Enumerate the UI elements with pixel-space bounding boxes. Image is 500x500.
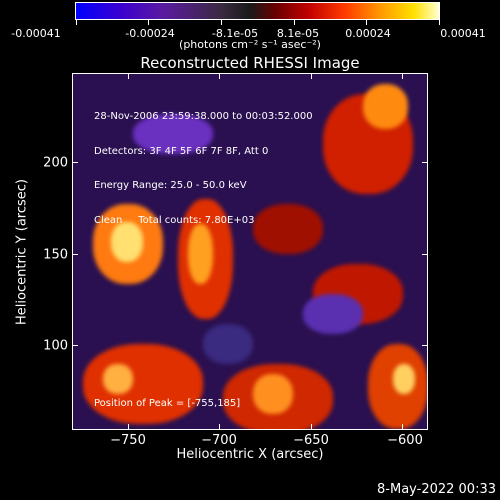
x-axis-title: Heliocentric X (arcsec) [176,447,324,462]
emission-region [363,84,408,129]
x-tick-label: −600 [387,433,423,448]
y-axis-title: Heliocentric Y (arcsec) [14,179,30,325]
y-tick [72,162,78,163]
emission-region [303,294,363,334]
emission-region [203,324,253,364]
emission-region [253,374,293,414]
emission-region [393,364,415,394]
x-tick [311,73,312,79]
info-line: Detectors: 3F 4F 5F 6F 7F 8F, Att 0 [94,145,269,157]
peak-position: Position of Peak = [-755,185] [94,398,241,409]
colorbar-label: -0.00024 [125,27,175,40]
colorbar-label: -8.1e-05 [211,27,259,40]
y-tick [422,162,428,163]
colorbar-tick [439,20,440,25]
observation-info: 28-Nov-2006 23:59:38.000 to 00:03:52.000… [94,88,313,238]
x-tick [219,424,220,430]
y-tick-label: 200 [43,155,68,171]
x-tick [219,73,220,79]
emission-region [253,204,323,254]
emission-region [83,344,203,424]
x-tick-label: −700 [201,433,237,448]
colorbar-unit: (photons cm⁻² s⁻¹ asec⁻²) [179,38,321,51]
info-line: Energy Range: 25.0 - 50.0 keV [94,180,247,191]
y-tick-label: 100 [43,338,68,354]
colorbar-tick [76,20,77,25]
emission-region [103,364,133,394]
y-tick [72,345,78,346]
info-line: 28-Nov-2006 23:59:38.000 to 00:03:52.000 [94,111,313,122]
colorbar-tick [221,20,222,25]
x-tick [402,73,403,79]
x-tick-label: −750 [110,433,146,448]
y-tick-label: 150 [43,247,68,263]
rhessi-image [72,73,428,430]
y-tick [72,254,78,255]
y-tick [422,254,428,255]
colorbar-label: 0.00024 [345,27,391,40]
colorbar-label: 0.00041 [440,27,486,40]
x-tick [311,424,312,430]
y-tick [422,345,428,346]
x-tick [402,424,403,430]
emission-region [133,114,213,154]
colorbar-label: -0.00041 [11,27,61,40]
colorbar-label: 8.1e-05 [276,27,320,40]
timestamp: 8-May-2022 00:33 [377,482,496,497]
colorbar-tick [294,20,295,25]
x-tick [128,73,129,79]
emission-region [188,224,213,284]
info-line: Clean Total counts: 7.80E+03 [94,214,255,226]
colorbar-tick [366,20,367,25]
x-tick-label: −650 [293,433,329,448]
plot-title: Reconstructed RHESSI Image [140,54,360,72]
colorbar-tick [148,20,149,25]
x-tick [128,424,129,430]
colorbar [75,2,440,20]
emission-region [111,222,143,262]
